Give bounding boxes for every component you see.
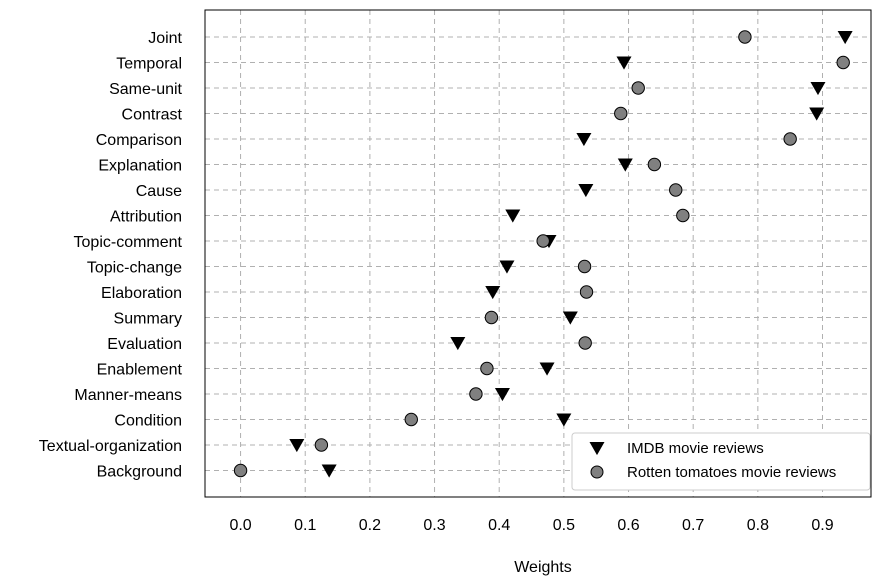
- point-imdb: [556, 413, 572, 427]
- point-imdb: [505, 209, 521, 223]
- point-imdb: [539, 362, 555, 376]
- point-imdb: [617, 158, 633, 172]
- point-rotten-tomatoes: [314, 438, 329, 452]
- y-tick-label: Attribution: [110, 209, 182, 226]
- x-tick-label: 0.9: [811, 517, 833, 534]
- legend-marker-triangle: [589, 442, 605, 456]
- point-imdb: [321, 464, 337, 478]
- point-rotten-tomatoes: [631, 81, 645, 95]
- point-imdb: [809, 107, 825, 121]
- y-tick-label: Textual-organization: [39, 438, 182, 455]
- y-tick-label: Comparison: [96, 132, 182, 149]
- y-tick-label: Manner-means: [74, 387, 182, 404]
- x-tick-label: 0.4: [488, 517, 510, 534]
- y-tick-label: Background: [97, 464, 182, 481]
- legend-marker-circle: [590, 465, 604, 479]
- point-rotten-tomatoes: [480, 361, 494, 376]
- y-tick-label: Contrast: [122, 107, 183, 124]
- x-tick-label: 0.5: [553, 517, 575, 534]
- legend-label-rotten-tomatoes: Rotten tomatoes movie reviews: [627, 464, 836, 481]
- x-tick-label: 0.3: [423, 517, 445, 534]
- data-marks: [233, 30, 853, 478]
- point-rotten-tomatoes: [578, 336, 592, 350]
- y-tick-label: Condition: [114, 413, 182, 430]
- point-rotten-tomatoes: [676, 208, 690, 223]
- y-tick-label: Explanation: [98, 158, 182, 175]
- x-tick-label: 0.2: [359, 517, 381, 534]
- x-tick-label: 0.7: [682, 517, 704, 534]
- legend-box: [571, 432, 871, 491]
- point-rotten-tomatoes: [647, 157, 662, 172]
- x-tick-label: 0.6: [617, 517, 639, 534]
- point-rotten-tomatoes: [614, 106, 628, 121]
- y-tick-label: Same-unit: [109, 81, 182, 98]
- point-imdb: [810, 82, 826, 96]
- x-tick-label: 0.8: [747, 517, 769, 534]
- point-imdb: [576, 133, 592, 147]
- x-axis: 0.0 0.1 0.2 0.3 0.4 0.5 0.6 0.7 0.8 0.9: [229, 517, 833, 534]
- point-rotten-tomatoes: [469, 387, 483, 401]
- point-imdb: [485, 286, 501, 300]
- point-rotten-tomatoes: [783, 132, 797, 146]
- point-rotten-tomatoes: [669, 183, 683, 197]
- y-axis: Joint Temporal Same-unit Contrast Comparison…: [39, 30, 183, 481]
- legend: IMDB movie reviews Rotten tomatoes movie…: [571, 432, 871, 491]
- y-tick-label: Joint: [148, 30, 182, 47]
- y-tick-label: Cause: [136, 183, 182, 200]
- y-tick-label: Evaluation: [107, 336, 182, 353]
- x-tick-label: 0.1: [294, 517, 316, 534]
- point-imdb: [494, 388, 510, 402]
- y-tick-label: Topic-comment: [74, 234, 183, 251]
- y-tick-label: Summary: [114, 311, 182, 328]
- y-tick-label: Enablement: [97, 362, 183, 379]
- point-imdb: [616, 56, 632, 70]
- point-rotten-tomatoes: [484, 310, 499, 325]
- point-rotten-tomatoes: [404, 412, 418, 427]
- y-tick-label: Topic-change: [87, 260, 182, 277]
- point-rotten-tomatoes: [577, 259, 592, 274]
- y-tick-label: Temporal: [116, 56, 182, 73]
- point-rotten-tomatoes: [233, 463, 248, 478]
- point-imdb: [562, 311, 578, 325]
- legend-label-imdb: IMDB movie reviews: [627, 440, 764, 457]
- x-tick-label: 0.0: [229, 517, 251, 534]
- y-tick-label: Elaboration: [101, 285, 182, 302]
- point-imdb: [578, 184, 594, 198]
- grid: [205, 10, 871, 497]
- point-rotten-tomatoes: [579, 285, 594, 299]
- point-imdb: [450, 337, 466, 351]
- point-imdb: [499, 260, 515, 274]
- point-imdb: [837, 31, 853, 45]
- point-imdb: [289, 439, 305, 453]
- point-rotten-tomatoes: [836, 55, 850, 70]
- point-rotten-tomatoes: [738, 30, 752, 44]
- point-rotten-tomatoes: [536, 234, 550, 248]
- plot-frame: [204, 9, 872, 498]
- x-axis-title: Weights: [514, 559, 572, 576]
